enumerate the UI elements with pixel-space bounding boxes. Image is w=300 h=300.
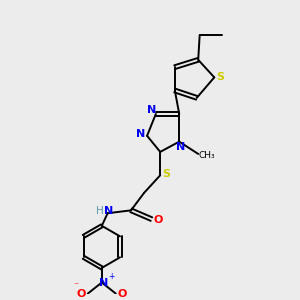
Text: H: H (96, 206, 103, 216)
Text: CH₃: CH₃ (199, 151, 215, 160)
Text: N: N (176, 142, 185, 152)
Text: O: O (76, 289, 86, 298)
Text: N: N (104, 206, 113, 216)
Text: N: N (136, 129, 145, 139)
Text: N: N (147, 105, 156, 116)
Text: +: + (108, 272, 114, 280)
Text: O: O (153, 215, 163, 225)
Text: N: N (99, 278, 109, 287)
Text: ⁻: ⁻ (73, 281, 78, 291)
Text: S: S (163, 169, 171, 179)
Text: O: O (118, 289, 127, 298)
Text: S: S (217, 72, 225, 82)
